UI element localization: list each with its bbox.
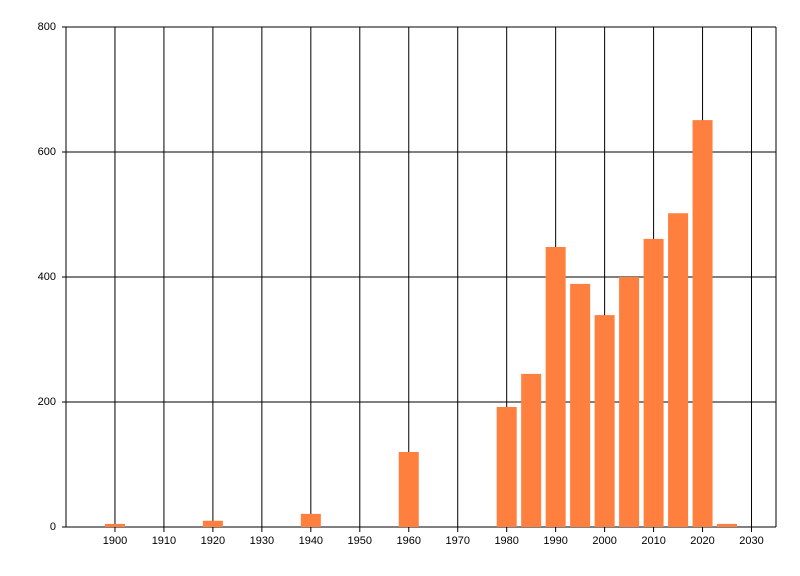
x-tick-label: 2030 bbox=[739, 535, 763, 547]
x-tick-label: 1920 bbox=[201, 535, 225, 547]
x-tick-label: 1940 bbox=[299, 535, 323, 547]
x-tick-label: 1900 bbox=[103, 535, 127, 547]
bar bbox=[594, 315, 615, 527]
x-tick-label: 1910 bbox=[152, 535, 176, 547]
x-tick-label: 2000 bbox=[592, 535, 616, 547]
x-tick-label: 1950 bbox=[348, 535, 372, 547]
y-tick-label: 800 bbox=[38, 21, 56, 33]
bar bbox=[300, 513, 321, 527]
bar bbox=[398, 452, 419, 527]
bar bbox=[643, 238, 664, 527]
bar bbox=[104, 523, 125, 527]
bar bbox=[668, 213, 689, 527]
bar bbox=[496, 407, 517, 527]
x-tick-label: 2020 bbox=[690, 535, 714, 547]
x-tick-label: 1980 bbox=[494, 535, 518, 547]
x-tick-label: 1930 bbox=[250, 535, 274, 547]
x-tick-label: 1990 bbox=[543, 535, 567, 547]
x-tick-label: 1970 bbox=[445, 535, 469, 547]
bar bbox=[570, 283, 591, 527]
x-tick-label: 1960 bbox=[397, 535, 421, 547]
x-tick-label: 2010 bbox=[641, 535, 665, 547]
y-tick-label: 400 bbox=[38, 271, 56, 283]
y-tick-label: 600 bbox=[38, 146, 56, 158]
bar bbox=[692, 120, 713, 527]
y-tick-label: 200 bbox=[38, 396, 56, 408]
bar bbox=[545, 247, 566, 527]
bar bbox=[202, 520, 223, 527]
bar bbox=[521, 373, 542, 527]
bar bbox=[717, 523, 738, 527]
bar bbox=[619, 277, 640, 527]
y-tick-label: 0 bbox=[50, 521, 56, 533]
